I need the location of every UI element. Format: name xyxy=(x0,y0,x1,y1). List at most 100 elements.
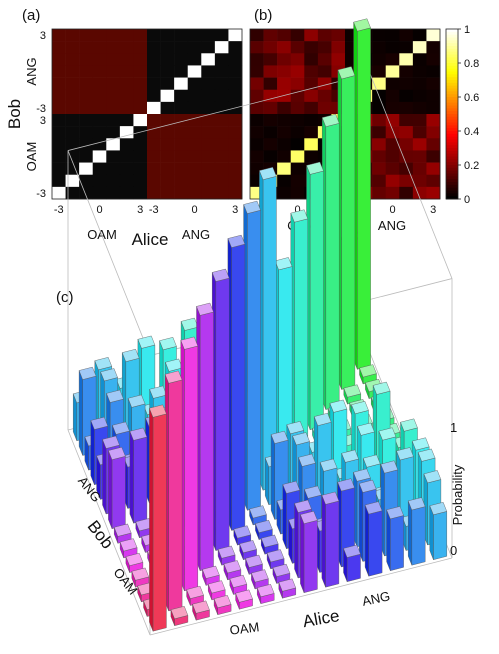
heatmap-a-cell xyxy=(214,174,229,188)
heatmap-b-cell xyxy=(304,29,319,42)
heatmap-a-cell xyxy=(119,77,134,91)
heatmap-b-cell xyxy=(412,162,427,176)
heatmap-b-cell xyxy=(399,53,414,66)
bar3d-face-front xyxy=(357,27,371,370)
bar3d-face-top xyxy=(255,519,273,533)
bar3d-face-top xyxy=(196,302,214,316)
heatmap-b-cell xyxy=(263,138,278,151)
heatmap-a-cell xyxy=(106,162,121,176)
heatmap-a-cell xyxy=(147,41,161,54)
bar3d-face-front xyxy=(247,209,261,511)
heatmap-b-cell xyxy=(304,138,319,151)
heatmap-a-cell xyxy=(147,162,161,176)
bar3d-face-front xyxy=(152,413,167,632)
bar3d-face-front xyxy=(184,345,199,592)
heatmap-a-cell xyxy=(133,186,148,200)
colorbar-segment xyxy=(446,114,458,118)
heatmap-a-cell xyxy=(174,150,189,163)
bar3d-face-side xyxy=(108,450,113,529)
heatmap-b-cell xyxy=(385,174,400,188)
heatmap-a-cell xyxy=(214,162,229,176)
bar3d-bar xyxy=(235,589,253,610)
heatmap-a-cell xyxy=(79,77,94,91)
heatmap-b-cell xyxy=(250,138,264,151)
heatmap-a-cell xyxy=(147,77,161,91)
heatmap-a-cell xyxy=(79,29,94,42)
heatmap-a-cell xyxy=(174,101,189,115)
heatmap-a-cell xyxy=(119,174,134,188)
heatmap-b-cell xyxy=(426,29,441,42)
heatmap-b-cell xyxy=(304,126,319,139)
heatmap-b-cell xyxy=(412,138,427,151)
heatmap-b-cell xyxy=(277,77,292,91)
heatmap-a-cell xyxy=(228,114,243,127)
heatmap-a-cell xyxy=(65,114,80,127)
heatmap-b-cell xyxy=(263,126,278,139)
colorbar-segment xyxy=(446,91,458,95)
heatmap-b-cell xyxy=(385,114,400,127)
bar3d-face-top xyxy=(282,480,301,494)
heatmap-a-cell xyxy=(187,186,202,200)
colorbar-segment xyxy=(446,57,458,61)
colorbar-segment xyxy=(446,60,458,64)
bar3d-face-top xyxy=(343,384,362,398)
bar3d-face-top xyxy=(351,401,369,415)
heatmap-b-cell xyxy=(290,65,305,78)
heatmap-b-cell xyxy=(426,174,441,188)
bar3d-face-top xyxy=(121,348,140,362)
bar3d-face-top xyxy=(429,502,448,516)
heatmap-a-cell xyxy=(106,174,121,188)
bar3d-face-top xyxy=(217,545,236,559)
heatmap-a-cell xyxy=(214,186,229,200)
bar3d-face-side xyxy=(321,495,326,588)
heatmap-b-cell xyxy=(372,186,387,200)
heatmap-a-cell xyxy=(92,101,107,115)
colorbar-segment xyxy=(446,148,458,152)
heatmap-b-cell xyxy=(250,41,264,54)
heatmap-a-cell xyxy=(160,101,175,115)
heatmap-a-cell xyxy=(133,150,148,163)
heatmap-a-cell xyxy=(160,89,175,103)
heatmap-a-cell xyxy=(214,126,229,139)
heatmap-a-cell xyxy=(119,114,134,127)
heatmap-b-cell xyxy=(304,53,319,66)
bar3d-face-top xyxy=(186,585,204,599)
heatmap-b-cell xyxy=(372,174,387,188)
bar3d-face-top xyxy=(223,560,242,574)
heatmap-a-cell xyxy=(228,29,243,42)
heatmap-b-cell xyxy=(372,126,387,139)
heatmap-a-cell xyxy=(174,174,189,188)
colorbar-tick-label: 0.4 xyxy=(464,126,479,138)
heatmap-a-cell xyxy=(228,186,243,200)
heatmap-b-cell xyxy=(304,77,319,91)
heatmap-b-cell xyxy=(385,138,400,151)
bar3d-bar xyxy=(149,404,167,632)
bar3d-face-top xyxy=(243,200,261,214)
heatmap-b-cell xyxy=(412,174,427,188)
bar3d-bar xyxy=(164,370,183,612)
heatmap-b-cell xyxy=(304,41,319,54)
heatmap-a-cell xyxy=(214,53,229,66)
bar3d-bar xyxy=(119,538,138,559)
heatmap-a-xtick: 3 xyxy=(137,204,143,216)
bar3d-bar xyxy=(306,161,324,430)
heatmap-a-cell xyxy=(174,29,189,42)
heatmap-a-frame xyxy=(51,28,243,200)
heatmap-a-cell xyxy=(147,174,161,188)
heatmap-b-cell xyxy=(277,186,292,200)
heatmap-b-cell xyxy=(385,65,400,78)
heatmap-b-cell xyxy=(304,114,319,127)
heatmap-a-cell xyxy=(160,162,175,176)
heatmap-a-cell xyxy=(160,126,175,139)
heatmap-b-cell xyxy=(412,114,427,127)
heatmap-a-cell xyxy=(65,138,80,151)
heatmap-a-cell xyxy=(187,53,202,66)
heatmap-b-cell xyxy=(385,186,400,200)
heatmap-b-cell xyxy=(290,114,305,127)
heatmap-b-cell xyxy=(277,89,292,103)
heatmap-a-cell xyxy=(187,162,202,176)
bar3d-bar xyxy=(343,544,361,582)
bar3d-face-front xyxy=(303,520,318,593)
heatmap-a-cell xyxy=(79,65,94,78)
